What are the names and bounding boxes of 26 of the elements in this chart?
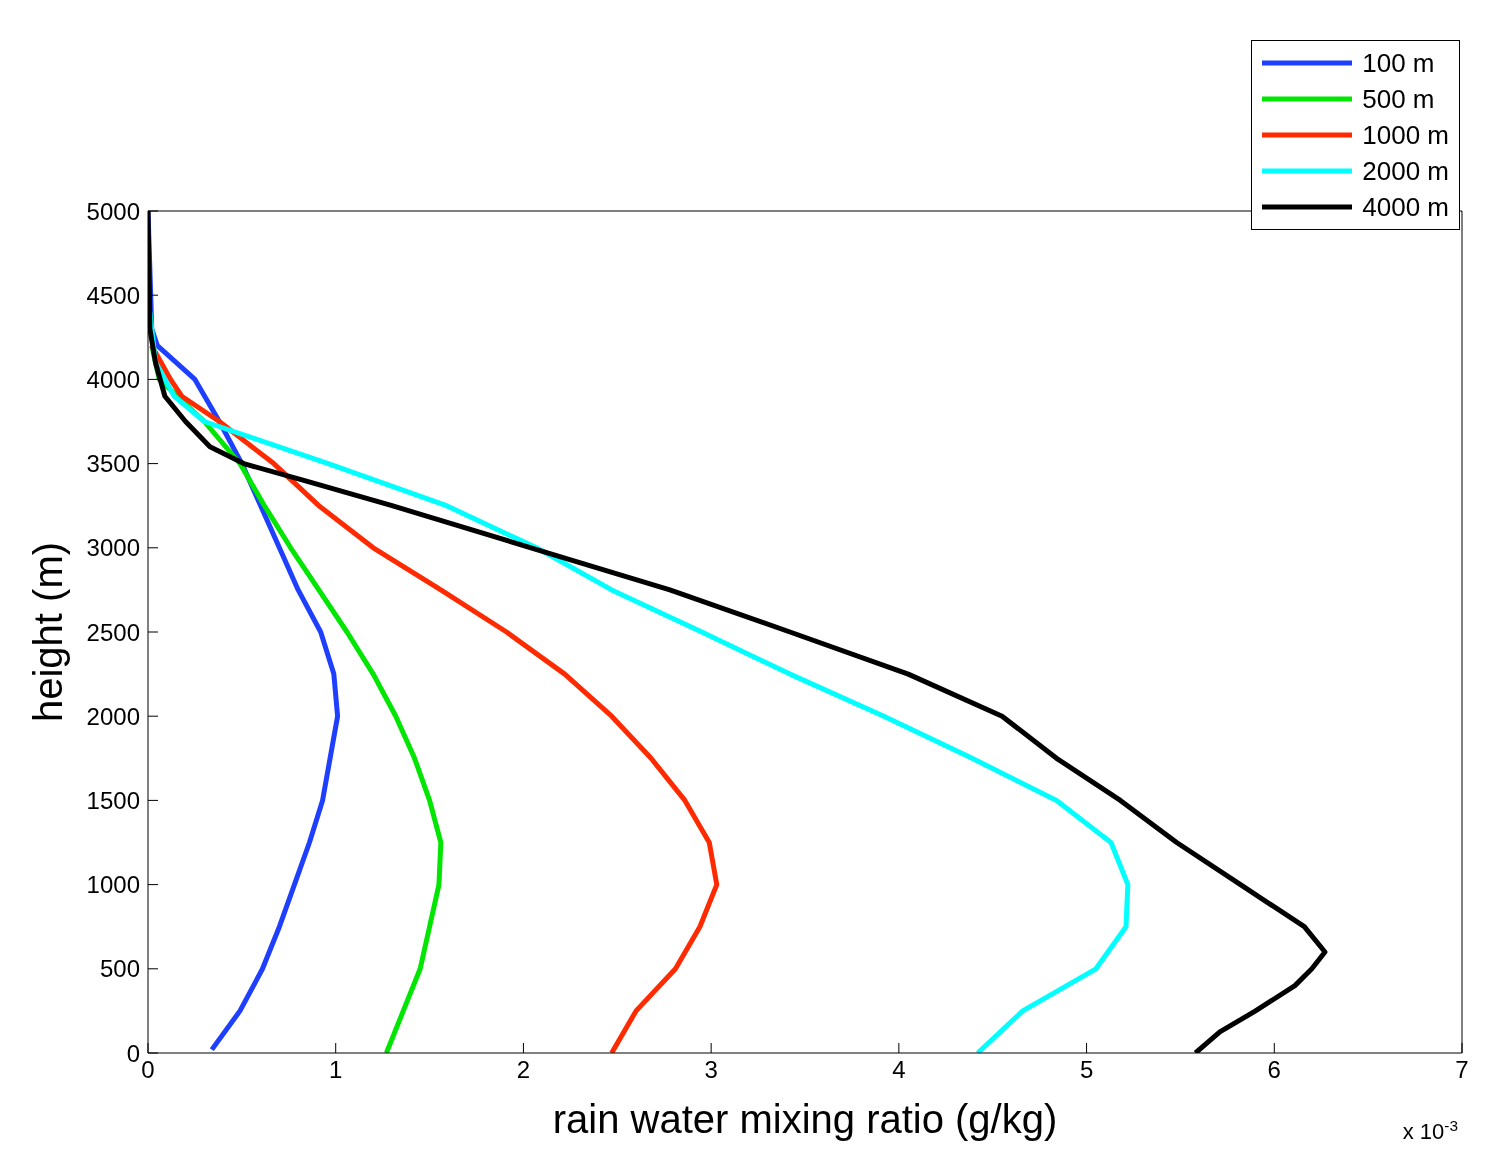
y-axis-title: height (m) [26, 541, 71, 723]
y-tick-label: 500 [99, 955, 140, 983]
y-tick-label: 2000 [86, 702, 140, 730]
x-tick-label: 1 [329, 1056, 343, 1084]
x-tick-label: 4 [892, 1056, 906, 1084]
y-tick-label: 1000 [86, 871, 140, 899]
y-tick-label: 4000 [86, 365, 140, 393]
x-tick-label: 3 [704, 1056, 718, 1084]
legend-label: 100 m [1362, 47, 1435, 79]
legend-label: 2000 m [1362, 155, 1449, 187]
y-tick-label: 0 [126, 1039, 140, 1067]
x-tick-label: 7 [1455, 1056, 1469, 1084]
x-tick-label: 5 [1079, 1056, 1094, 1084]
y-tick-label: 5000 [86, 197, 140, 225]
legend-label: 1000 m [1362, 119, 1449, 151]
x-tick-label: 6 [1267, 1056, 1281, 1084]
legend-label: 4000 m [1362, 191, 1449, 223]
x-tick-label: 2 [516, 1056, 531, 1084]
y-tick-label: 3000 [86, 534, 140, 562]
y-tick-label: 4500 [86, 281, 140, 309]
y-tick-label: 1500 [86, 786, 140, 814]
x-axis-title: rain water mixing ratio (g/kg) [552, 1097, 1058, 1141]
text: x 10$^{-3}$ [1402, 1116, 1458, 1144]
legend-label: 500 m [1362, 83, 1435, 115]
y-tick-label: 2500 [86, 618, 140, 646]
y-tick-label: 3500 [86, 450, 140, 478]
